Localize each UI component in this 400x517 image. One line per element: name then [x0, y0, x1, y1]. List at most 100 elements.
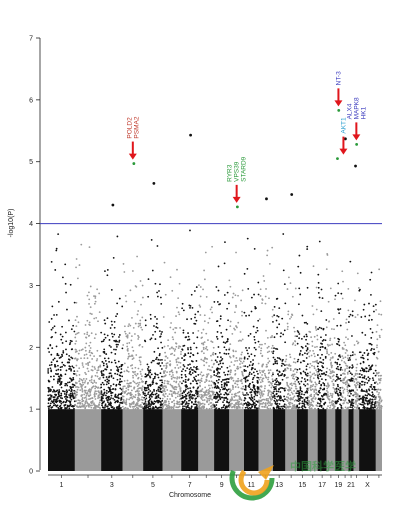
snp-point: [367, 400, 370, 403]
snp-point: [280, 386, 283, 389]
y-tick-label: 1: [29, 407, 33, 414]
snp-point: [111, 388, 114, 391]
snp-point: [104, 406, 106, 409]
snp-point: [230, 396, 233, 399]
snp-cluster: [285, 409, 297, 471]
gene-label: PSMA2: [133, 116, 140, 138]
snp-point: [155, 382, 158, 385]
snp-point: [144, 389, 147, 392]
snp-point: [89, 394, 92, 396]
snp-point: [338, 363, 341, 366]
snp-point: [371, 377, 374, 380]
snp-point: [106, 399, 108, 401]
snp-point: [374, 374, 377, 377]
snp-point: [305, 368, 308, 371]
snp-point: [296, 342, 299, 345]
snp-point: [182, 368, 185, 371]
snp-cluster: [198, 409, 215, 471]
snp-point: [352, 353, 355, 356]
snp-point: [362, 397, 365, 400]
snp-point: [237, 391, 239, 394]
snp-point: [347, 287, 350, 290]
snp-point: [257, 386, 260, 389]
snp-point: [74, 373, 77, 375]
snp-point: [214, 359, 217, 362]
snp-point: [145, 389, 148, 392]
snp-point: [131, 346, 134, 349]
snp-point: [110, 406, 113, 409]
snp-point: [298, 337, 301, 340]
snp-point: [329, 359, 332, 361]
snp-point: [379, 397, 382, 399]
snp-point: [114, 353, 117, 355]
snp-point: [203, 399, 206, 401]
snp-point: [200, 377, 203, 380]
snp-point: [248, 314, 251, 317]
snp-point: [199, 381, 201, 384]
snp-point: [214, 408, 217, 411]
snp-point: [206, 394, 208, 396]
snp-point: [74, 319, 77, 322]
x-tick-label: 11: [248, 482, 255, 489]
snp-point: [331, 380, 334, 383]
snp-point: [119, 374, 122, 377]
snp-point: [247, 334, 250, 337]
snp-point: [378, 379, 380, 381]
snp-point: [97, 369, 100, 372]
snp-point: [214, 383, 217, 386]
snp-point: [296, 390, 299, 393]
snp-point: [315, 404, 318, 407]
snp-point: [75, 325, 78, 328]
snp-point: [268, 360, 271, 363]
snp-point: [154, 315, 157, 318]
snp-point: [148, 396, 151, 399]
snp-point: [71, 392, 74, 395]
snp-point: [84, 385, 87, 388]
snp-point: [278, 323, 281, 326]
snp-point: [128, 323, 131, 326]
snp-point: [177, 391, 180, 393]
snp-point: [74, 336, 77, 339]
snp-point: [376, 344, 378, 347]
snp-point: [319, 361, 321, 363]
snp-point: [105, 394, 107, 397]
snp-point: [334, 298, 336, 301]
snp-point: [120, 397, 123, 400]
snp-point: [247, 407, 250, 410]
snp-point: [156, 373, 159, 376]
snp-point: [272, 363, 275, 366]
snp-point: [90, 351, 93, 354]
snp-point: [168, 406, 171, 409]
snp-point: [141, 401, 144, 404]
snp-cluster: [272, 409, 286, 471]
snp-point: [263, 387, 266, 390]
snp-point: [166, 398, 169, 400]
snp-point: [318, 380, 321, 383]
snp-point: [144, 324, 147, 327]
snp-point: [70, 369, 72, 372]
snp-point: [159, 335, 161, 338]
snp-point: [293, 390, 295, 392]
snp-point: [275, 360, 278, 362]
snp-point: [150, 337, 153, 340]
snp-point: [289, 394, 291, 397]
snp-point: [369, 327, 372, 330]
snp-point: [137, 376, 140, 379]
snp-point: [285, 404, 288, 406]
snp-point: [260, 392, 263, 394]
snp-point: [341, 355, 344, 358]
snp-point: [102, 362, 105, 365]
snp-point: [111, 335, 114, 338]
snp-point: [126, 407, 129, 410]
snp-point: [367, 407, 370, 410]
snp-point: [216, 401, 219, 403]
snp-point: [95, 386, 98, 388]
snp-point: [110, 397, 112, 399]
snp-point: [255, 400, 258, 403]
snp-point: [147, 385, 150, 387]
snp-point: [147, 372, 150, 374]
snp-point: [375, 371, 378, 374]
snp-point: [265, 399, 268, 402]
snp-point: [318, 391, 321, 394]
snp-point: [361, 383, 363, 386]
